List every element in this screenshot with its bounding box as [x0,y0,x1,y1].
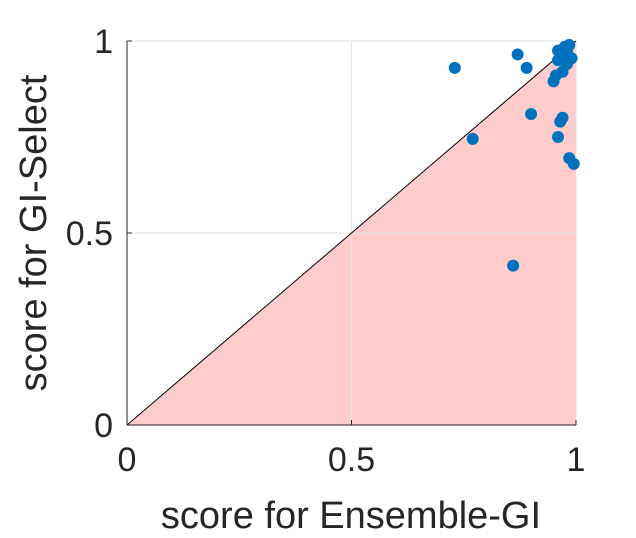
data-points [448,38,580,272]
diagonal-reference-line [126,40,577,426]
data-point [448,61,461,74]
data-point [511,48,524,61]
axis-ticks [126,40,577,426]
data-point [556,111,569,124]
data-point [567,157,580,170]
data-point [507,259,520,272]
y-axis-label: score for GI-Select [13,74,55,391]
x-tick-label: 0 [118,441,137,479]
data-point [466,132,479,145]
data-point [565,52,578,65]
x-axis-label: score for Ensemble-GI [161,495,541,537]
data-point [520,61,533,74]
data-point [563,38,576,51]
y-tick-label: 1 [94,23,113,61]
y-tick-label: 0.5 [66,215,113,253]
x-tick-label: 1 [567,441,586,479]
tick-labels: 0 0.5 1 0 0.5 1 [66,23,586,479]
data-point [552,131,565,143]
data-point [525,107,538,120]
x-tick-label: 0.5 [328,441,375,479]
y-tick-label: 0 [94,407,113,445]
